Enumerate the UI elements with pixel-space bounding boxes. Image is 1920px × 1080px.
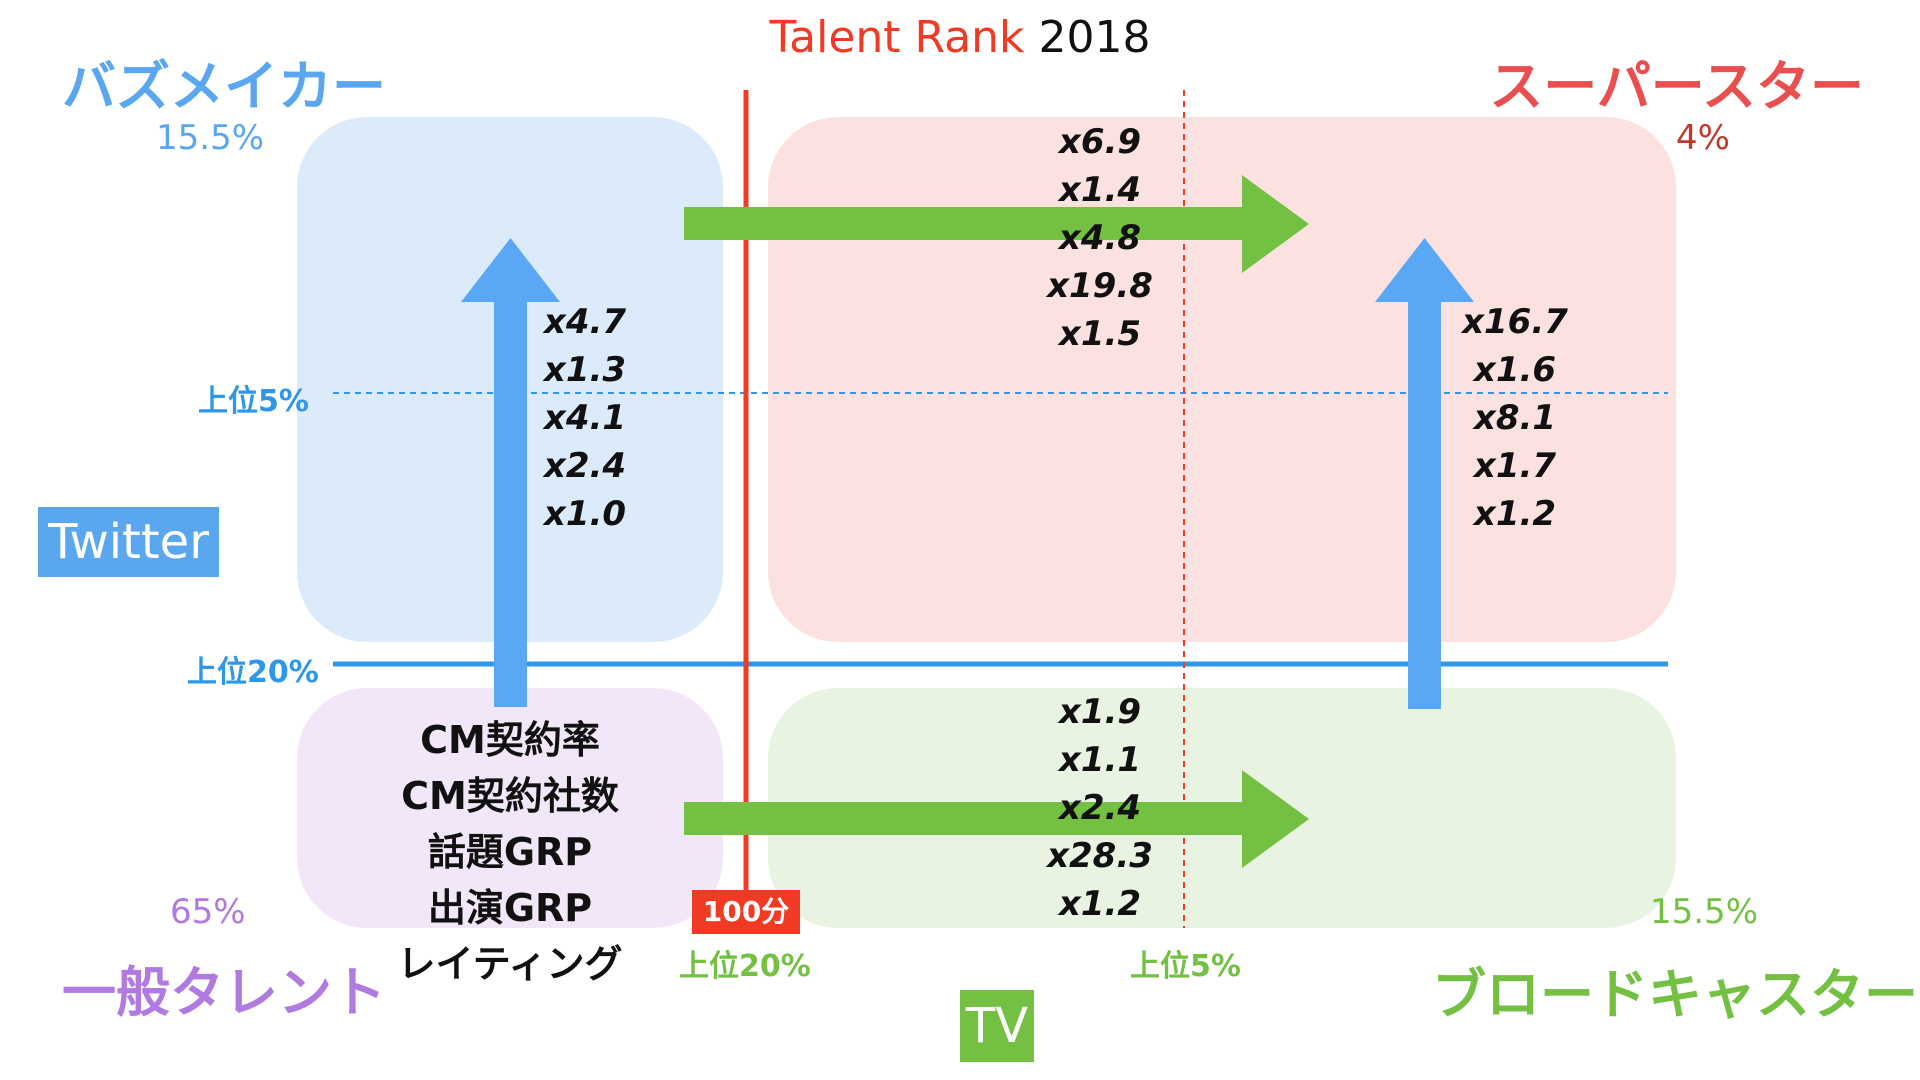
multiplier-value: x2.4 [1058,788,1142,828]
superstar-pct: 4% [1676,118,1730,158]
general-talent-box [297,688,723,928]
multiplier-value: x2.4 [543,446,627,486]
twitter-top5-label: 上位5% [198,384,309,419]
multiplier-value: x16.7 [1462,302,1568,342]
multiplier-value: x1.3 [543,350,627,390]
title-main: Talent Rank [769,12,1025,63]
tv-axis-label: TV [960,990,1034,1062]
tv-100min-badge: 100分 [692,890,800,934]
multipliers-buzz-to-superstar: x6.9 x1.4 x4.8 x19.8 x1.5 [1035,118,1165,358]
multiplier-value: x1.7 [1473,446,1557,486]
multiplier-value: x28.3 [1047,836,1153,876]
multiplier-value: x1.9 [1058,692,1142,732]
twitter-top20-label: 上位20% [187,655,319,690]
metric-item: 話題GRP [427,830,593,874]
broadcaster-pct: 15.5% [1649,892,1758,932]
multiplier-value: x1.2 [1473,494,1557,534]
multiplier-value: x1.6 [1473,350,1557,390]
arrow-general-to-broadcaster [684,770,1309,868]
multiplier-value: x1.0 [543,494,627,534]
multiplier-value: x4.8 [1058,218,1142,258]
tv-top5-label: 上位5% [1130,949,1241,984]
multiplier-value: x8.1 [1473,398,1557,438]
multiplier-value: x1.2 [1058,884,1142,924]
superstar-label: スーパースター [1489,55,1864,118]
general-talent-pct: 65% [170,892,246,932]
multiplier-value: x4.1 [543,398,627,438]
buzz-maker-pct: 15.5% [156,118,265,158]
diagram-title: Talent Rank 2018 [0,12,1920,63]
arrow-general-to-buzz [461,238,560,707]
superstar-box [768,117,1676,642]
multipliers-broadcaster-to-superstar: x16.7 x1.6 x8.1 x1.7 x1.2 [1450,298,1580,538]
arrow-broadcaster-to-superstar [1375,238,1474,709]
multiplier-value: x19.8 [1047,266,1153,306]
metrics-list: CM契約率 CM契約社数 話題GRP 出演GRP レイティング [340,712,680,992]
metric-item: CM契約率 [420,718,600,762]
multiplier-value: x1.4 [1058,170,1142,210]
metric-item: レイティング [397,942,623,986]
general-talent-label: 一般タレント [62,961,386,1024]
tv-top20-label: 上位20% [679,949,811,984]
buzz-maker-label: バズメイカー [62,55,386,118]
multipliers-general-to-broadcaster: x1.9 x1.1 x2.4 x28.3 x1.2 [1035,688,1165,928]
multiplier-value: x1.1 [1058,740,1142,780]
multiplier-value: x1.5 [1058,314,1142,354]
arrow-buzz-to-superstar [684,175,1309,273]
multiplier-value: x4.7 [543,302,627,342]
multiplier-value: x6.9 [1058,122,1142,162]
multipliers-general-to-buzz: x4.7 x1.3 x4.1 x2.4 x1.0 [530,298,640,538]
broadcaster-label: ブロードキャスター [1432,963,1918,1026]
metric-item: CM契約社数 [401,774,619,818]
title-year: 2018 [1038,12,1151,63]
metric-item: 出演GRP [427,886,593,930]
twitter-axis-label: Twitter [38,507,219,577]
